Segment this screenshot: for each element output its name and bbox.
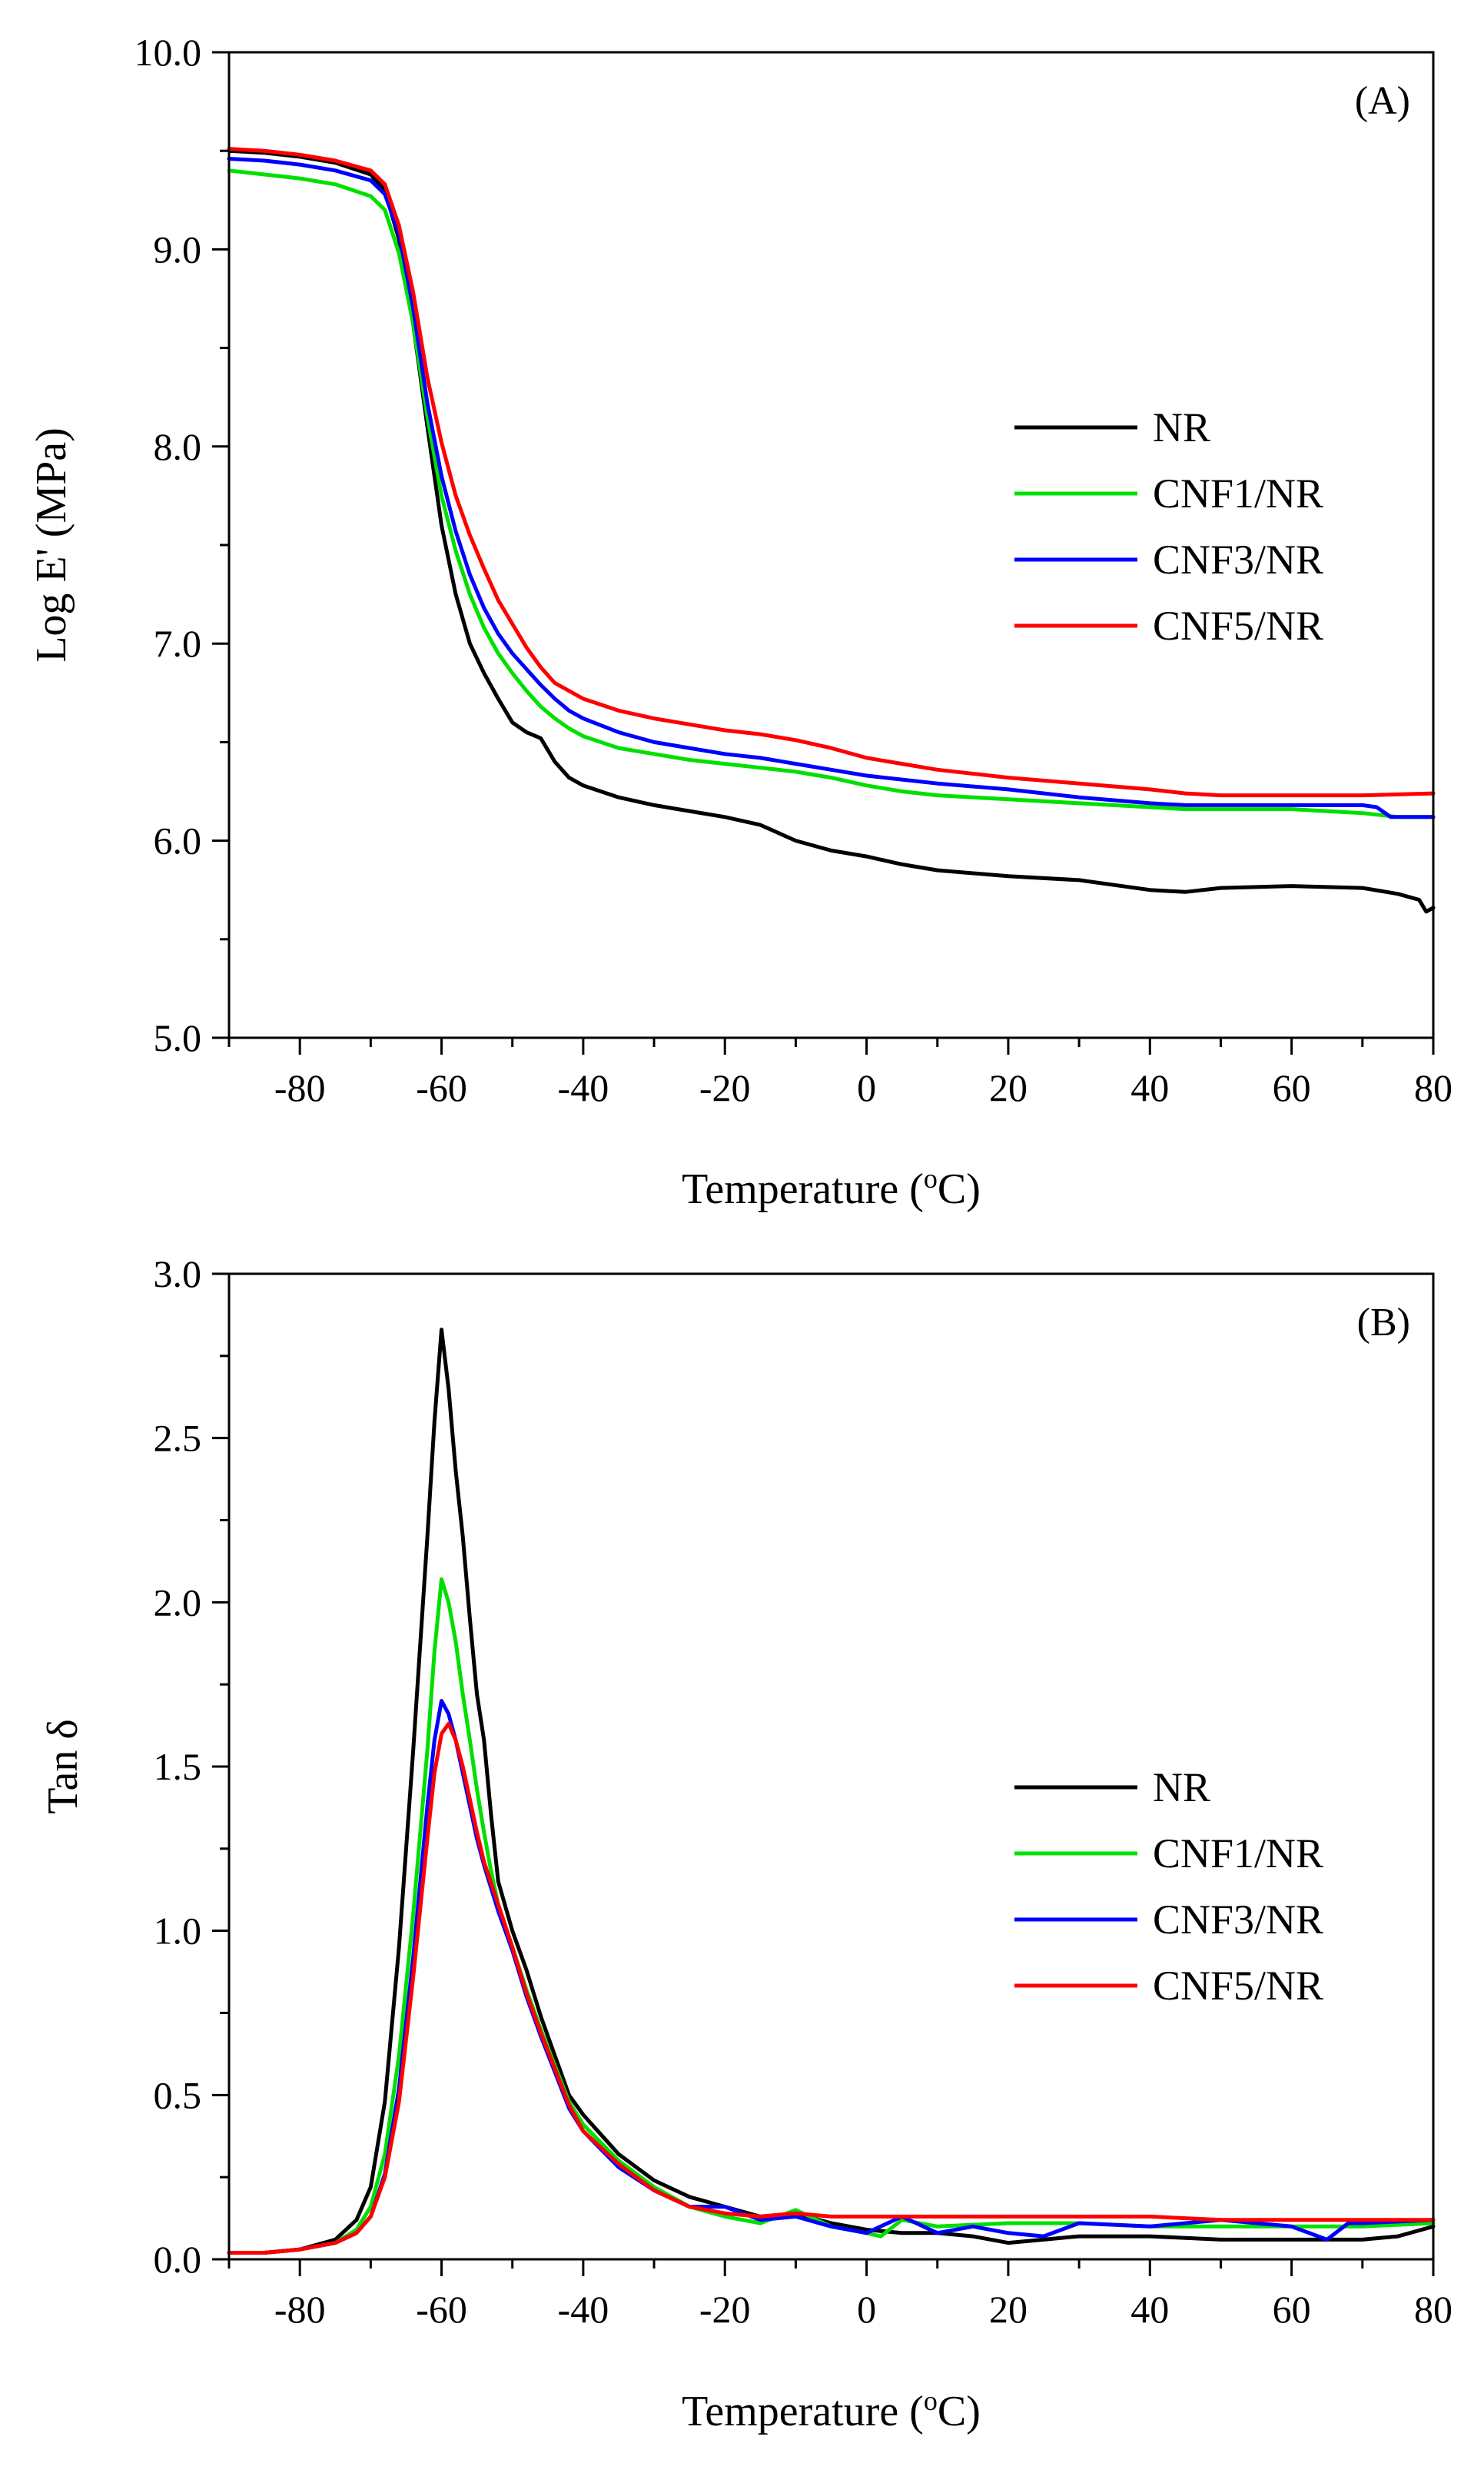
panel-b-x-axis-title-unit: C) <box>938 2388 981 2435</box>
y-tick-label: 0.5 <box>154 2073 202 2116</box>
x-tick-label: -60 <box>416 2288 467 2331</box>
legend-label: CNF1/NR <box>1153 470 1323 517</box>
x-tick-label: 40 <box>1130 1066 1169 1109</box>
panel-b-ticks <box>212 1272 1435 2276</box>
panel-b-label: (B) <box>1357 1301 1410 1345</box>
x-tick-label: 40 <box>1130 2288 1169 2331</box>
x-tick-label: 20 <box>989 1066 1028 1109</box>
x-tick-label: 20 <box>989 2288 1028 2331</box>
y-tick-label: 1.0 <box>154 1910 202 1953</box>
legend-label: CNF5/NR <box>1153 1963 1323 2009</box>
panel-b-x-axis-title: Temperature (oC) <box>682 2385 981 2435</box>
legend-label: CNF3/NR <box>1153 537 1323 583</box>
x-tick-label: -40 <box>558 2288 609 2331</box>
panel-b-x-axis-title-degree: o <box>924 2385 938 2416</box>
panel-b-series <box>227 1328 1436 2255</box>
x-tick-label: -80 <box>274 1066 326 1109</box>
y-tick-label: 2.5 <box>154 1417 202 1460</box>
x-tick-label: -20 <box>699 2288 751 2331</box>
series-line-cnf5-nr <box>227 1721 1436 2255</box>
series-line-cnf1-nr <box>227 168 1436 819</box>
panel-b-x-axis-title-paren: ( <box>898 2388 924 2435</box>
panel-a-x-axis-title-degree: o <box>924 1163 938 1194</box>
x-tick-label: -20 <box>699 1066 751 1109</box>
panel-a-x-axis-title: Temperature (oC) <box>682 1163 981 1213</box>
legend-label: CNF3/NR <box>1153 1896 1323 1943</box>
y-tick-label: 2.0 <box>154 1581 202 1624</box>
x-tick-label: 0 <box>857 1066 876 1109</box>
series-line-cnf3-nr <box>227 157 1436 819</box>
panel-a-y-axis-title: Log E' (MPa) <box>28 427 75 663</box>
legend-label: NR <box>1153 1764 1210 1810</box>
panel-b-x-axis-title-main: Temperature <box>682 2388 898 2435</box>
series-line-nr <box>227 1328 1436 2255</box>
x-tick-label: 80 <box>1414 2288 1452 2331</box>
panel-a-series <box>227 147 1436 914</box>
panel-a-plot-frame <box>227 51 1435 1039</box>
y-tick-label: 3.0 <box>154 1252 202 1295</box>
y-tick-label: 6.0 <box>154 819 202 863</box>
series-line-cnf5-nr <box>227 147 1436 798</box>
y-tick-label: 7.0 <box>154 622 202 665</box>
legend-label: NR <box>1153 404 1210 450</box>
y-tick-label: 10.0 <box>134 31 202 74</box>
x-tick-label: 60 <box>1273 2288 1311 2331</box>
x-tick-label: -80 <box>274 2288 326 2331</box>
panel-a-x-axis-title-main: Temperature <box>682 1165 898 1213</box>
panel-b-legend: NR CNF1/NR CNF3/NR CNF5/NR <box>1014 1764 1323 2009</box>
panel-a-label: (A) <box>1355 79 1410 123</box>
y-tick-label: 0.0 <box>154 2238 202 2281</box>
panel-a: -80 -60 -40 -20 0 20 40 60 80 5.0 6.0 7.0 8.0 9.0 10.0… <box>28 31 1452 1213</box>
panel-a-legend: NR CNF1/NR CNF3/NR CNF5/NR <box>1014 404 1323 649</box>
legend-label: CNF1/NR <box>1153 1830 1323 1876</box>
x-tick-label: -60 <box>416 1066 467 1109</box>
panel-b-y-axis-title: Tan δ <box>39 1719 87 1814</box>
panel-b: -80 -60 -40 -20 0 20 40 60 80 0.0 0.5 1.0 1.5 2.0 2.5 3… <box>39 1252 1452 2435</box>
y-tick-label: 1.5 <box>154 1745 202 1788</box>
panel-a-x-axis-title-unit: C) <box>938 1165 981 1213</box>
x-tick-label: 0 <box>857 2288 876 2331</box>
x-tick-label: -40 <box>558 1066 609 1109</box>
x-tick-label: 60 <box>1273 1066 1311 1109</box>
panel-b-plot-frame <box>227 1272 1435 2261</box>
panel-b-tick-labels: -80 -60 -40 -20 0 20 40 60 80 0.0 0.5 1.0 1.5 2.0 2.5 3… <box>154 1252 1453 2331</box>
y-tick-label: 5.0 <box>154 1016 202 1059</box>
legend-label: CNF5/NR <box>1153 603 1323 649</box>
y-tick-label: 9.0 <box>154 228 202 271</box>
panel-a-ticks <box>212 51 1435 1055</box>
x-tick-label: 80 <box>1414 1066 1452 1109</box>
y-tick-label: 8.0 <box>154 425 202 468</box>
panel-a-x-axis-title-paren: ( <box>898 1165 924 1213</box>
panel-a-tick-labels: -80 -60 -40 -20 0 20 40 60 80 5.0 6.0 7.0 8.0 9.0 10.0 <box>134 31 1453 1109</box>
